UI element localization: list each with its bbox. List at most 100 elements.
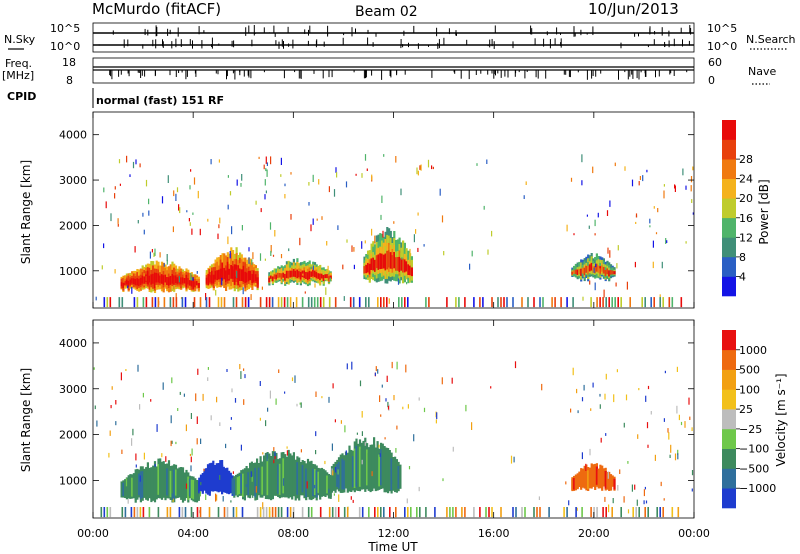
echo-speckle xyxy=(299,237,301,246)
echo-speckle xyxy=(270,245,272,253)
echo-speckle xyxy=(663,184,665,187)
echo-cell xyxy=(235,477,238,494)
echo-cell xyxy=(317,273,320,279)
y-tick-label: 2000 xyxy=(59,429,87,442)
echo-cell xyxy=(580,471,583,488)
echo-speckle xyxy=(337,225,339,230)
colorbar-tick-label: −500 xyxy=(739,462,769,475)
echo-speckle xyxy=(344,425,346,433)
echo-speckle xyxy=(647,385,650,390)
echo-cell xyxy=(369,451,372,489)
echo-speckle xyxy=(250,471,252,478)
echo-speckle xyxy=(132,428,134,436)
echo-clutter xyxy=(343,507,346,518)
echo-clutter xyxy=(521,297,523,308)
echo-speckle xyxy=(108,452,110,458)
echo-cell xyxy=(216,270,219,281)
echo-speckle xyxy=(280,174,282,177)
echo-cell xyxy=(261,466,264,495)
echo-speckle xyxy=(300,449,302,453)
echo-speckle xyxy=(262,452,264,455)
echo-speckle xyxy=(103,187,105,193)
echo-speckle xyxy=(605,433,607,436)
echo-cell xyxy=(152,273,155,284)
echo-speckle xyxy=(655,232,658,235)
echo-speckle xyxy=(490,386,492,389)
colorbar-segment xyxy=(722,369,736,390)
echo-clutter xyxy=(590,507,592,518)
echo-speckle xyxy=(156,424,158,432)
echo-cell xyxy=(319,273,322,281)
x-tick-label: 20:00 xyxy=(578,527,610,540)
echo-speckle xyxy=(191,277,193,281)
echo-cell xyxy=(350,455,353,489)
echo-speckle xyxy=(665,238,667,244)
echo-speckle xyxy=(259,381,261,386)
echo-speckle xyxy=(590,408,592,411)
echo-speckle xyxy=(93,367,95,370)
echo-speckle xyxy=(259,473,261,477)
nsky-frame xyxy=(92,22,695,53)
echo-speckle xyxy=(576,388,578,394)
echo-speckle xyxy=(175,441,177,445)
echo-clutter xyxy=(680,297,683,308)
echo-clutter xyxy=(142,507,145,518)
echo-speckle xyxy=(118,159,121,164)
echo-cell xyxy=(139,277,142,286)
echo-speckle xyxy=(487,249,489,255)
nsearch-tick-top: 10^5 xyxy=(707,22,737,35)
echo-speckle xyxy=(163,263,165,267)
echo-clutter xyxy=(319,507,322,518)
echo-cell xyxy=(291,270,294,277)
echo-cell xyxy=(209,275,212,283)
echo-clutter xyxy=(455,297,457,308)
echo-speckle xyxy=(538,496,540,500)
echo-speckle xyxy=(114,186,116,190)
echo-speckle xyxy=(284,194,286,199)
echo-speckle xyxy=(652,240,654,248)
echo-speckle xyxy=(241,225,243,231)
echo-speckle xyxy=(315,450,317,455)
echo-clutter xyxy=(100,507,103,518)
echo-speckle xyxy=(635,221,637,224)
echo-speckle xyxy=(127,499,129,504)
echo-cell xyxy=(287,270,290,279)
echo-speckle xyxy=(191,228,193,235)
x-tick-label: 00:00 xyxy=(77,527,109,540)
echo-speckle xyxy=(375,366,377,372)
echo-speckle xyxy=(135,453,137,461)
echo-speckle xyxy=(199,491,201,497)
echo-cell xyxy=(185,278,188,286)
echo-clutter xyxy=(310,297,313,308)
echo-speckle xyxy=(402,406,404,410)
echo-speckle xyxy=(432,166,434,170)
echo-cell xyxy=(222,470,225,491)
echo-speckle xyxy=(252,493,254,498)
echo-speckle xyxy=(125,478,128,487)
echo-speckle xyxy=(674,453,677,461)
echo-speckle xyxy=(652,261,654,269)
echo-clutter xyxy=(608,297,610,308)
echo-clutter xyxy=(644,507,646,518)
echo-cell xyxy=(268,459,271,496)
echo-speckle xyxy=(192,212,194,215)
echo-cell xyxy=(326,475,329,494)
echo-speckle xyxy=(442,478,444,482)
echo-speckle xyxy=(288,248,290,252)
echo-speckle xyxy=(471,250,473,257)
echo-speckle xyxy=(343,296,345,301)
echo-speckle xyxy=(599,404,601,409)
echo-speckle xyxy=(300,402,302,408)
echo-cell xyxy=(183,278,186,284)
echo-speckle xyxy=(149,282,151,286)
echo-speckle xyxy=(207,218,209,222)
echo-cell xyxy=(173,275,176,285)
echo-clutter xyxy=(166,507,169,518)
echo-cell xyxy=(332,467,335,489)
echo-speckle xyxy=(661,261,663,269)
echo-speckle xyxy=(308,202,310,206)
echo-cell xyxy=(581,267,584,274)
echo-speckle xyxy=(230,427,232,430)
echo-clutter xyxy=(358,507,361,518)
echo-clutter xyxy=(539,297,541,308)
